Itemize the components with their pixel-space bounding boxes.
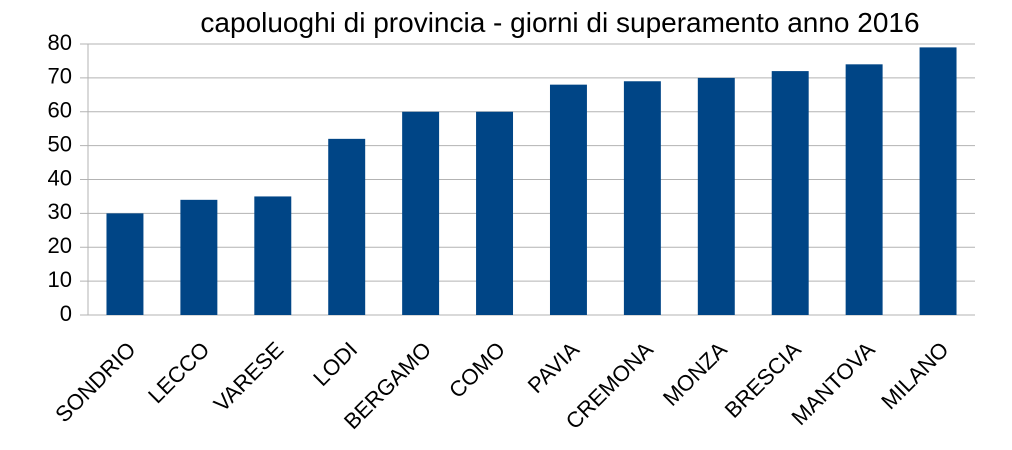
bar — [476, 111, 514, 315]
x-tick-label: COMO — [444, 337, 510, 403]
bar — [919, 47, 957, 315]
y-tick-label: 30 — [48, 199, 72, 224]
y-tick-label: 70 — [48, 64, 72, 89]
x-tick-label: PAVIA — [523, 337, 584, 398]
x-tick-label: MONZA — [658, 337, 732, 411]
y-tick-label: 80 — [48, 30, 72, 55]
x-tick-label: VARESE — [209, 337, 289, 417]
x-tick-label: SONDRIO — [50, 337, 140, 427]
y-tick-label: 40 — [48, 165, 72, 190]
bar — [328, 138, 366, 315]
bar — [402, 111, 440, 315]
x-tick-label: LODI — [308, 337, 362, 391]
bar — [180, 199, 218, 315]
bar — [845, 64, 883, 315]
y-tick-label: 0 — [60, 301, 72, 326]
bar — [254, 196, 292, 315]
bar — [697, 77, 735, 315]
chart-title: capoluoghi di provincia - giorni di supe… — [200, 7, 919, 38]
y-tick-label: 10 — [48, 267, 72, 292]
y-tick-label: 50 — [48, 131, 72, 156]
x-tick-label: MILANO — [876, 337, 953, 414]
bar — [771, 71, 809, 315]
x-tick-label: LECCO — [143, 337, 214, 408]
bar — [623, 81, 661, 315]
y-tick-label: 20 — [48, 233, 72, 258]
bar — [106, 213, 144, 315]
y-tick-label: 60 — [48, 98, 72, 123]
bar — [549, 84, 587, 316]
